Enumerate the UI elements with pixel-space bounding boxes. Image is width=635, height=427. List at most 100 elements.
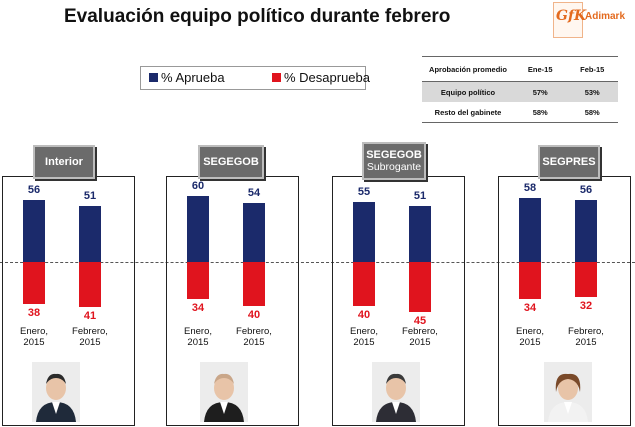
portrait-icon: [204, 373, 244, 422]
data-label-aprueba: 56: [27, 184, 41, 197]
category-label: Febrero, 2015: [560, 326, 612, 348]
panel-header: Interior: [33, 145, 95, 179]
bar-aprueba: [575, 200, 597, 262]
data-label-desaprueba: 38: [27, 306, 41, 319]
category-label: Enero, 2015: [8, 326, 60, 348]
category-label-line: 2015: [243, 337, 265, 348]
portrait-shape: [214, 373, 234, 384]
portrait-shape: [555, 373, 581, 392]
gfk-adimark-logo: GfK Adimark: [553, 2, 635, 38]
data-label-desaprueba: 40: [357, 309, 371, 321]
portrait-photo: [32, 362, 80, 422]
portrait-icon: [36, 373, 76, 422]
category-label-line: Febrero,: [72, 326, 108, 337]
panel-header-title: SEGEGOB: [366, 149, 422, 161]
page-title: Evaluación equipo político durante febre…: [64, 6, 451, 27]
data-label-aprueba: 60: [191, 180, 205, 192]
category-label-line: 2015: [575, 337, 597, 348]
data-label-aprueba: 51: [413, 189, 427, 202]
baseline-dashed-line: [0, 262, 635, 263]
category-label: Enero, 2015: [172, 326, 224, 348]
category-label-line: Enero,: [20, 326, 48, 337]
category-label: Enero, 2015: [504, 326, 556, 348]
portrait-photo: [544, 362, 592, 422]
portrait-shape: [52, 402, 60, 414]
bar-aprueba: [243, 202, 265, 262]
chart-legend: % Aprueba % Desaprueba: [140, 66, 370, 90]
bar-aprueba: [409, 205, 431, 262]
bar-aprueba: [23, 200, 45, 262]
data-label-aprueba: 58: [523, 182, 537, 195]
data-label-desaprueba: 45: [413, 314, 427, 327]
data-label-aprueba: 56: [579, 184, 593, 197]
portrait-icon: [376, 373, 416, 422]
category-label-line: Febrero,: [402, 326, 438, 337]
data-label-desaprueba: 34: [523, 302, 537, 315]
summary-table: Aprobación promedio Ene-15 Feb-15 Equipo…: [422, 56, 618, 123]
bar-aprueba: [353, 201, 375, 262]
portrait-shape: [564, 402, 572, 414]
bar-desaprueba: [23, 262, 45, 304]
adimark-logo-text: Adimark: [585, 11, 626, 22]
portrait-photo: [372, 362, 420, 422]
category-label: Febrero, 2015: [228, 326, 280, 348]
summary-cell: 58%: [566, 102, 618, 123]
data-label-aprueba: 55: [357, 185, 371, 198]
category-label-line: 2015: [23, 337, 45, 348]
summary-cell: Resto del gabinete: [422, 102, 514, 123]
panel-header: SEGEGOB Subrogante: [362, 142, 426, 180]
category-label-line: Enero,: [350, 326, 378, 337]
portrait-icon: [548, 373, 588, 422]
legend-approve-swatch: [149, 73, 158, 82]
panel-header: SEGPRES: [538, 145, 600, 179]
panel-header-title: SEGEGOB: [203, 156, 259, 168]
data-label-desaprueba: 41: [83, 310, 97, 323]
bar-desaprueba: [187, 262, 209, 300]
bar-desaprueba: [79, 262, 101, 308]
panel-header-title: Interior: [45, 156, 83, 168]
data-label-desaprueba: 32: [579, 300, 593, 313]
category-label-line: Febrero,: [568, 326, 604, 337]
category-label-line: Febrero,: [236, 326, 272, 337]
portrait-shape: [386, 373, 406, 384]
summary-header-cell: Ene-15: [514, 56, 567, 82]
data-label-aprueba: 51: [83, 189, 97, 202]
portrait-shape: [214, 376, 234, 400]
portrait-shape: [46, 373, 66, 384]
summary-header-cell: Feb-15: [566, 56, 618, 82]
category-label: Febrero, 2015: [394, 326, 446, 348]
data-label-desaprueba: 40: [247, 309, 261, 321]
category-label-line: 2015: [519, 337, 541, 348]
bar-desaprueba: [519, 262, 541, 300]
bar-aprueba: [519, 198, 541, 262]
portrait-shape: [220, 402, 228, 414]
summary-row: Equipo político 57% 53%: [422, 81, 618, 102]
legend-disapprove-swatch: [272, 73, 281, 82]
bar-desaprueba: [409, 262, 431, 312]
category-label: Enero, 2015: [338, 326, 390, 348]
data-label-aprueba: 54: [247, 186, 261, 199]
portrait-photo: [200, 362, 248, 422]
bar-desaprueba: [243, 262, 265, 306]
bar-desaprueba: [575, 262, 597, 298]
portrait-shape: [386, 376, 406, 400]
gfk-logo-box: [553, 2, 583, 38]
summary-cell: Equipo político: [422, 81, 514, 102]
bar-aprueba: [79, 205, 101, 262]
summary-cell: 58%: [514, 102, 567, 123]
category-label-line: Enero,: [184, 326, 212, 337]
category-label-line: 2015: [187, 337, 209, 348]
category-label-line: 2015: [409, 337, 431, 348]
gfk-logo-text: GfK: [556, 8, 587, 24]
summary-cell: 53%: [566, 81, 618, 102]
portrait-shape: [558, 376, 578, 400]
data-label-desaprueba: 34: [191, 302, 205, 315]
panel-header-subtitle: Subrogante: [366, 161, 422, 173]
summary-row: Resto del gabinete 58% 58%: [422, 102, 618, 123]
portrait-shape: [392, 402, 400, 414]
bar-aprueba: [187, 196, 209, 262]
category-label-line: Enero,: [516, 326, 544, 337]
category-label: Febrero, 2015: [64, 326, 116, 348]
summary-header-cell: Aprobación promedio: [422, 56, 514, 82]
summary-cell: 57%: [514, 81, 567, 102]
